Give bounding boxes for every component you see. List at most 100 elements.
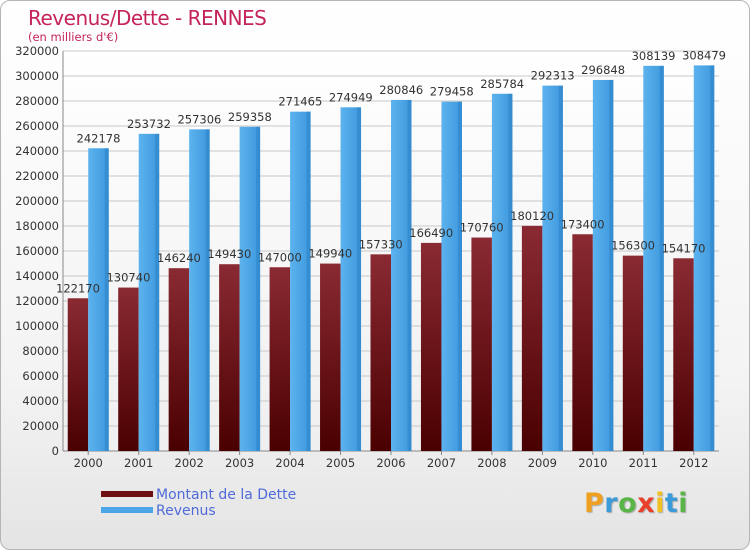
bar-revenus <box>643 65 664 452</box>
y-tick-label: 140000 <box>15 269 59 283</box>
y-tick-label: 200000 <box>15 194 59 208</box>
y-tick-label: 180000 <box>15 219 59 233</box>
bar-dette <box>269 267 291 451</box>
legend-label-dette: Montant de la Dette <box>156 487 297 503</box>
bar-dette <box>67 298 89 451</box>
data-label-revenus: 285784 <box>480 77 524 91</box>
logo-letter: P <box>584 488 605 519</box>
data-label-dette: 157330 <box>359 237 403 251</box>
bar-revenus-shade <box>155 133 160 451</box>
bar-revenus <box>592 79 614 451</box>
data-label-dette: 122170 <box>56 281 100 295</box>
logo-letter: i <box>678 488 689 519</box>
y-tick-label: 20000 <box>22 419 59 433</box>
data-label-dette: 147000 <box>258 250 302 264</box>
logo-letter: i <box>655 488 665 519</box>
data-label-revenus: 271465 <box>278 95 322 109</box>
y-tick-label: 120000 <box>15 294 59 308</box>
bar-revenus-shade <box>609 79 614 451</box>
bar-revenus-shade <box>558 85 563 451</box>
x-tick-label: 2012 <box>679 456 708 470</box>
bar-revenus <box>491 93 513 452</box>
x-tick-label: 2011 <box>629 456 658 470</box>
data-label-revenus: 296848 <box>581 63 625 77</box>
data-label-dette: 173400 <box>561 217 605 231</box>
bar-dette <box>219 264 240 451</box>
data-label-dette: 156300 <box>611 239 655 253</box>
bar-dette <box>572 234 593 451</box>
bar-revenus <box>693 65 715 452</box>
bar-dette <box>168 268 190 451</box>
y-tick-label: 260000 <box>15 119 59 133</box>
data-label-dette: 130740 <box>106 271 150 285</box>
bar-revenus-shade <box>256 126 261 452</box>
bar-revenus <box>239 126 261 452</box>
data-label-dette: 149430 <box>207 247 251 261</box>
data-label-dette: 180120 <box>510 209 554 223</box>
x-tick-label: 2000 <box>74 456 103 470</box>
bar-revenus-shade <box>508 93 513 452</box>
chart-subtitle: (en milliers d'€) <box>28 30 119 44</box>
x-tick-label: 2004 <box>275 456 304 470</box>
data-label-revenus: 279458 <box>430 85 474 99</box>
y-tick-label: 0 <box>52 444 59 458</box>
bar-dette <box>622 255 644 451</box>
data-label-revenus: 274949 <box>329 90 373 104</box>
bar-revenus <box>542 85 563 451</box>
legend-swatch-revenus <box>101 507 153 513</box>
data-label-revenus: 308139 <box>632 49 676 63</box>
y-tick-label: 60000 <box>22 369 59 383</box>
x-tick-label: 2010 <box>578 456 607 470</box>
x-tick-label: 2005 <box>326 456 355 470</box>
x-tick-label: 2002 <box>175 456 204 470</box>
bar-revenus-shade <box>659 65 664 452</box>
y-tick-label: 320000 <box>15 44 59 58</box>
bar-dette <box>118 287 139 451</box>
data-label-dette: 170760 <box>460 221 504 235</box>
data-label-dette: 154170 <box>662 241 706 255</box>
data-label-dette: 146240 <box>157 251 201 265</box>
y-tick-label: 100000 <box>15 319 59 333</box>
x-tick-label: 2007 <box>427 456 456 470</box>
bar-revenus <box>138 133 160 451</box>
data-label-revenus: 308479 <box>682 48 726 62</box>
bar-revenus-shade <box>407 99 412 451</box>
y-tick-label: 280000 <box>15 94 59 108</box>
y-tick-label: 40000 <box>22 394 59 408</box>
bar-dette <box>420 242 442 451</box>
bar-revenus <box>290 111 311 451</box>
bar-dette <box>471 237 492 451</box>
logo-letter: r <box>604 488 619 519</box>
bar-dette <box>370 254 391 451</box>
legend-label-revenus: Revenus <box>156 503 216 519</box>
y-tick-label: 80000 <box>22 344 59 358</box>
legend-swatch-dette <box>101 491 153 497</box>
x-tick-label: 2001 <box>124 456 153 470</box>
bar-revenus <box>88 148 109 451</box>
x-tick-label: 2008 <box>477 456 506 470</box>
bar-dette <box>521 225 543 451</box>
data-label-revenus: 257306 <box>177 112 221 126</box>
bar-revenus-shade <box>205 129 210 451</box>
data-label-revenus: 292313 <box>531 69 575 83</box>
y-tick-label: 300000 <box>15 69 59 83</box>
data-label-dette: 149940 <box>308 247 352 261</box>
bar-revenus <box>391 99 412 451</box>
y-tick-label: 160000 <box>15 244 59 258</box>
data-label-revenus: 253732 <box>127 117 171 131</box>
y-tick-label: 220000 <box>15 169 59 183</box>
x-tick-label: 2006 <box>376 456 405 470</box>
data-label-revenus: 242178 <box>77 131 121 145</box>
bar-revenus <box>189 129 210 451</box>
bar-dette <box>673 258 694 451</box>
bar-dette <box>320 263 341 451</box>
bar-revenus-shade <box>104 148 109 451</box>
bar-revenus <box>340 107 362 451</box>
logo-letter: t <box>664 488 679 519</box>
data-label-dette: 166490 <box>409 226 453 240</box>
logo-letter: o <box>618 488 638 519</box>
bar-revenus-shade <box>457 101 462 452</box>
data-label-revenus: 259358 <box>228 110 272 124</box>
